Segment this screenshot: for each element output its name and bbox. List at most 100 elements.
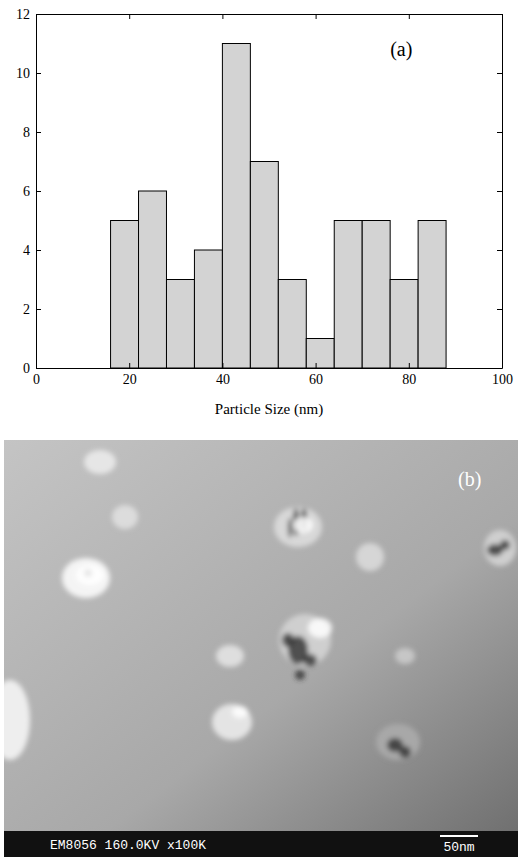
tick (497, 250, 502, 251)
histogram-bar (306, 339, 334, 369)
particle (84, 450, 116, 474)
tick: 10 (16, 66, 41, 81)
tick-mark (36, 14, 37, 19)
tick-label: 12 (16, 7, 30, 22)
axis-line (502, 15, 503, 369)
tick-label: 20 (123, 372, 137, 387)
tick (497, 191, 502, 192)
tick-label: 4 (23, 243, 30, 258)
particle-highlight (232, 706, 248, 718)
scale-bar-label: 50nm (443, 840, 474, 855)
panel-label: (b) (458, 468, 481, 491)
micrograph-background (4, 440, 518, 831)
tick-label: 8 (23, 125, 30, 140)
tick: 0 (23, 361, 41, 376)
tick-mark (222, 363, 223, 368)
tick-label: 0 (33, 372, 40, 387)
tick-mark (129, 14, 130, 19)
tick-mark (409, 363, 410, 368)
tick-mark (36, 191, 41, 192)
particle-highlight (293, 517, 313, 533)
tick-mark (316, 363, 317, 368)
tick (497, 73, 502, 74)
particle (112, 505, 138, 529)
tick-mark (409, 14, 410, 19)
panel-label: (a) (390, 38, 412, 61)
tick-mark (129, 363, 130, 368)
particle (274, 507, 322, 547)
x-axis: 0 20 40 60 80 100 (33, 363, 513, 387)
tick-mark (316, 14, 317, 19)
particle (376, 724, 420, 760)
tick-mark (497, 191, 502, 192)
histogram-bar (166, 280, 194, 369)
tick-label: 0 (23, 361, 30, 376)
tick (497, 368, 502, 369)
tick-mark (36, 73, 41, 74)
particle (395, 648, 415, 664)
axis-line (37, 14, 503, 15)
tick (497, 14, 502, 15)
particle (279, 614, 331, 666)
histogram-bar (111, 221, 139, 369)
tick (316, 14, 317, 19)
tick-mark (497, 368, 502, 369)
tick-mark (497, 14, 502, 15)
tick (222, 14, 223, 19)
tick: 8 (23, 125, 41, 140)
tick-mark (497, 309, 502, 310)
particle-core (288, 518, 292, 538)
tick-mark (497, 73, 502, 74)
particle (4, 680, 30, 760)
histogram-bar (334, 221, 362, 369)
particle (356, 543, 384, 571)
tick (497, 132, 502, 133)
tick: 6 (23, 184, 41, 199)
bars (111, 44, 447, 369)
tick: 4 (23, 243, 41, 258)
tick-mark (36, 309, 41, 310)
tick-mark (36, 368, 41, 369)
particle (212, 704, 252, 740)
particle (62, 558, 110, 598)
histogram-bar (139, 191, 167, 368)
particle (216, 645, 244, 667)
tick-label: 100 (492, 372, 513, 387)
particle-core (399, 746, 411, 758)
tick: 2 (23, 302, 41, 317)
tick-mark (36, 132, 41, 133)
tick (129, 14, 130, 19)
histogram-bar (418, 221, 446, 369)
tick-label: 10 (16, 66, 30, 81)
particle-highlight (308, 618, 332, 638)
particle-highlight (76, 565, 104, 585)
x-axis-title: Particle Size (nm) (215, 401, 323, 418)
histogram-bar (250, 162, 278, 369)
tick (497, 309, 502, 310)
tick: 60 (309, 363, 323, 387)
tick: 40 (216, 363, 230, 387)
histogram-bar (390, 280, 418, 369)
tick-mark (497, 132, 502, 133)
particle-core (282, 633, 294, 647)
histogram-bar (362, 221, 390, 369)
tick-mark (497, 250, 502, 251)
y-axis: 0 2 4 6 8 10 12 (16, 7, 41, 376)
particle-core (303, 654, 317, 666)
x-axis-top (37, 14, 503, 19)
caption-bar (4, 831, 518, 857)
histogram-bar (194, 250, 222, 368)
tick-label: 80 (402, 372, 416, 387)
histogram-bar (222, 44, 250, 369)
caption: EM8056 160.0KV x100K (50, 838, 206, 853)
tick (409, 14, 410, 19)
scale-bar (440, 835, 478, 837)
tick-label: 2 (23, 302, 30, 317)
tick: 80 (402, 363, 416, 387)
particle-core (500, 540, 510, 550)
tick-label: 6 (23, 184, 30, 199)
figure: 0 20 40 60 80 100 0 2 4 6 8 10 12 Particle Size (nm) (… (0, 0, 522, 861)
tick-mark (222, 14, 223, 19)
y-axis-right (497, 15, 503, 369)
tick-label: 60 (309, 372, 323, 387)
